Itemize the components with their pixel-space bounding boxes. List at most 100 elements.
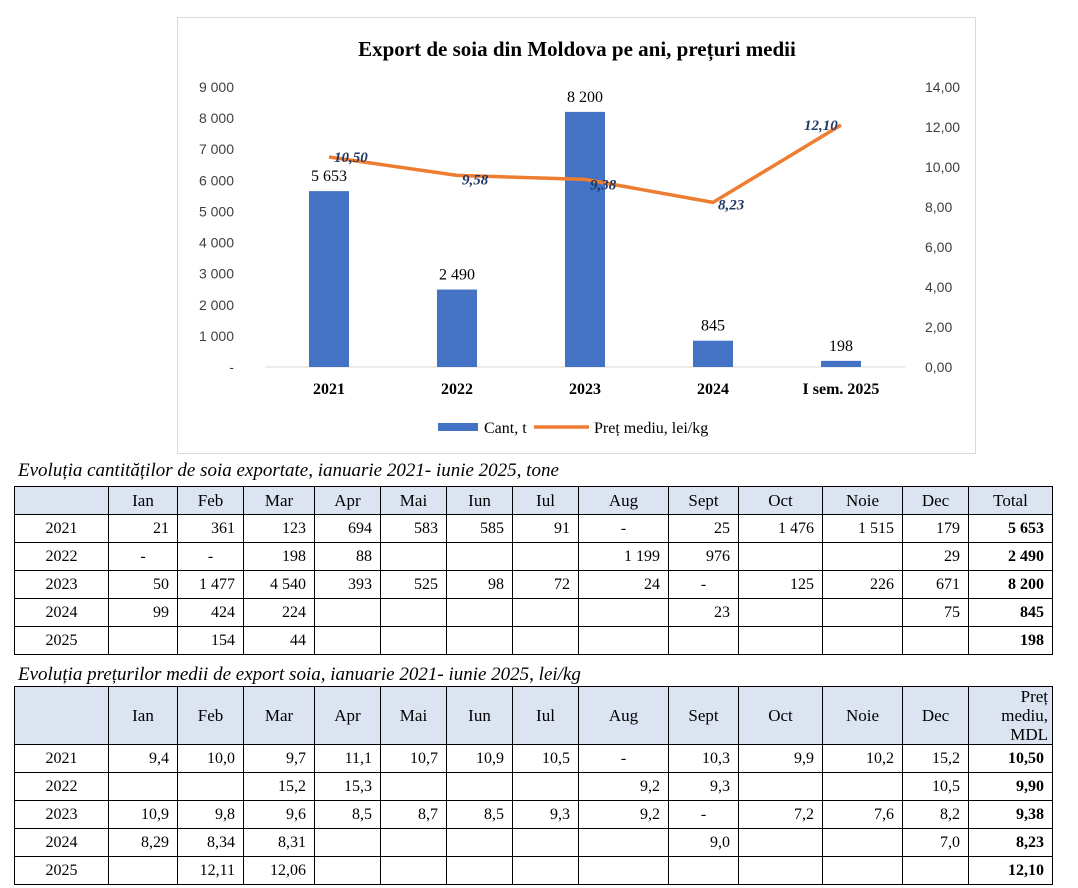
table-cell: 10,0 <box>177 744 244 773</box>
table-cell: 8,7 <box>380 800 447 829</box>
x-tick-label: 2023 <box>569 381 601 398</box>
table-cell: 1 477 <box>177 570 244 599</box>
bar-data-label: 5 653 <box>311 168 347 185</box>
table-cell <box>902 856 969 885</box>
row-total: 5 653 <box>968 514 1053 543</box>
table-cell: 10,2 <box>822 744 903 773</box>
y-left-tick-label: 2 000 <box>199 297 234 313</box>
row-total: 845 <box>968 598 1053 627</box>
bar-data-label: 845 <box>701 318 725 335</box>
table-cell <box>578 598 669 627</box>
chart-title: Export de soia din Moldova pe ani, prețu… <box>358 37 796 62</box>
row-year: 2021 <box>14 514 109 543</box>
row-total: 9,38 <box>968 800 1053 829</box>
bar-data-label: 2 490 <box>439 267 475 284</box>
row-total: 10,50 <box>968 744 1053 773</box>
bar <box>693 340 733 367</box>
table-cell: 8,34 <box>177 828 244 857</box>
column-header: Noie <box>822 486 903 515</box>
x-tick-label: 2022 <box>441 381 473 398</box>
table-cell <box>738 598 823 627</box>
table-cell: 585 <box>446 514 513 543</box>
table-cell: 671 <box>902 570 969 599</box>
table-cell <box>738 772 823 801</box>
table-cell: 123 <box>243 514 315 543</box>
column-header: Feb <box>177 686 244 745</box>
table-cell: 8,5 <box>446 800 513 829</box>
table-cell: 198 <box>243 542 315 571</box>
table-cell: 7,6 <box>822 800 903 829</box>
table-row: 2023 10,9 9,8 9,6 8,5 8,7 8,5 9,3 9,2-7,2 7,6 8,2 9… <box>14 800 1053 829</box>
y-left-tick-label: 6 000 <box>199 172 234 188</box>
row-year: 2022 <box>14 772 109 801</box>
table-cell: 9,7 <box>243 744 315 773</box>
row-total: 8 200 <box>968 570 1053 599</box>
table-row: 2023 50 1 477 4 540 393 525 98 72 24-125 226 671 8 … <box>14 570 1053 599</box>
row-year: 2025 <box>14 856 109 885</box>
bar <box>565 111 605 367</box>
table-row: 2021 9,4 10,0 9,7 11,1 10,7 10,9 10,5-10,3 9,9 10… <box>14 744 1053 773</box>
x-tick-label: I sem. 2025 <box>803 381 880 398</box>
table-cell: 11,1 <box>314 744 381 773</box>
table-cell <box>380 626 447 655</box>
table2-caption: Evoluția prețurilor medii de export soia… <box>18 664 581 685</box>
bar-data-label: 8 200 <box>567 89 603 106</box>
y-left-tick-label: 1 000 <box>199 328 234 344</box>
bar <box>821 360 861 367</box>
column-header: Ian <box>108 686 178 745</box>
table-cell: - <box>668 800 739 829</box>
table-cell <box>822 772 903 801</box>
table-cell <box>314 828 381 857</box>
table-cell <box>822 828 903 857</box>
table-row: 2022 15,2 15,3 9,2 9,3 10,5 9,90 <box>14 772 1053 801</box>
table-cell <box>108 626 178 655</box>
row-total: 198 <box>968 626 1053 655</box>
table-cell <box>738 542 823 571</box>
table-cell: 12,11 <box>177 856 244 885</box>
column-header: Oct <box>738 486 823 515</box>
table-cell <box>668 626 739 655</box>
table-cell: 98 <box>446 570 513 599</box>
table-cell <box>446 856 513 885</box>
table-cell <box>108 856 178 885</box>
table-cell: - <box>668 570 739 599</box>
column-header: Dec <box>902 486 969 515</box>
quantity-table: Ian Feb Mar Apr Mai Iun Iul Aug Sept Oct Noie Dec To… <box>14 486 1053 655</box>
bar-data-label: 198 <box>829 338 853 355</box>
y-left-tick-label: - <box>229 359 234 375</box>
table-cell: 8,31 <box>243 828 315 857</box>
table-cell <box>902 626 969 655</box>
table-cell: 9,6 <box>243 800 315 829</box>
y-left-tick-label: 5 000 <box>199 203 234 219</box>
row-total: 9,90 <box>968 772 1053 801</box>
table-cell: 10,5 <box>902 772 969 801</box>
table-row: 2024 99 424 224 23 75 845 <box>14 598 1053 627</box>
column-header: Oct <box>738 686 823 745</box>
table-cell: - <box>177 542 244 571</box>
table-cell: 15,2 <box>243 772 315 801</box>
table-cell <box>512 828 579 857</box>
table-cell <box>446 626 513 655</box>
table-cell: 424 <box>177 598 244 627</box>
table-cell <box>512 542 579 571</box>
table-cell <box>738 828 823 857</box>
table-cell: 361 <box>177 514 244 543</box>
table-cell <box>177 772 244 801</box>
table-cell <box>446 542 513 571</box>
column-header: Iun <box>446 686 513 745</box>
table-cell <box>738 856 823 885</box>
table-cell: 179 <box>902 514 969 543</box>
table-cell: 1 476 <box>738 514 823 543</box>
row-year: 2024 <box>14 598 109 627</box>
bar <box>309 191 349 367</box>
table-cell <box>738 626 823 655</box>
y-right-tick-label: 12,00 <box>925 119 960 135</box>
column-header: Iul <box>512 686 579 745</box>
table-cell: 25 <box>668 514 739 543</box>
table-cell: 99 <box>108 598 178 627</box>
row-year: 2024 <box>14 828 109 857</box>
row-year: 2025 <box>14 626 109 655</box>
table-cell <box>578 828 669 857</box>
column-header: Apr <box>314 686 381 745</box>
table-row: 2021 21 361 123 694 583 585 91-25 1 476 1 515 179 5… <box>14 514 1053 543</box>
